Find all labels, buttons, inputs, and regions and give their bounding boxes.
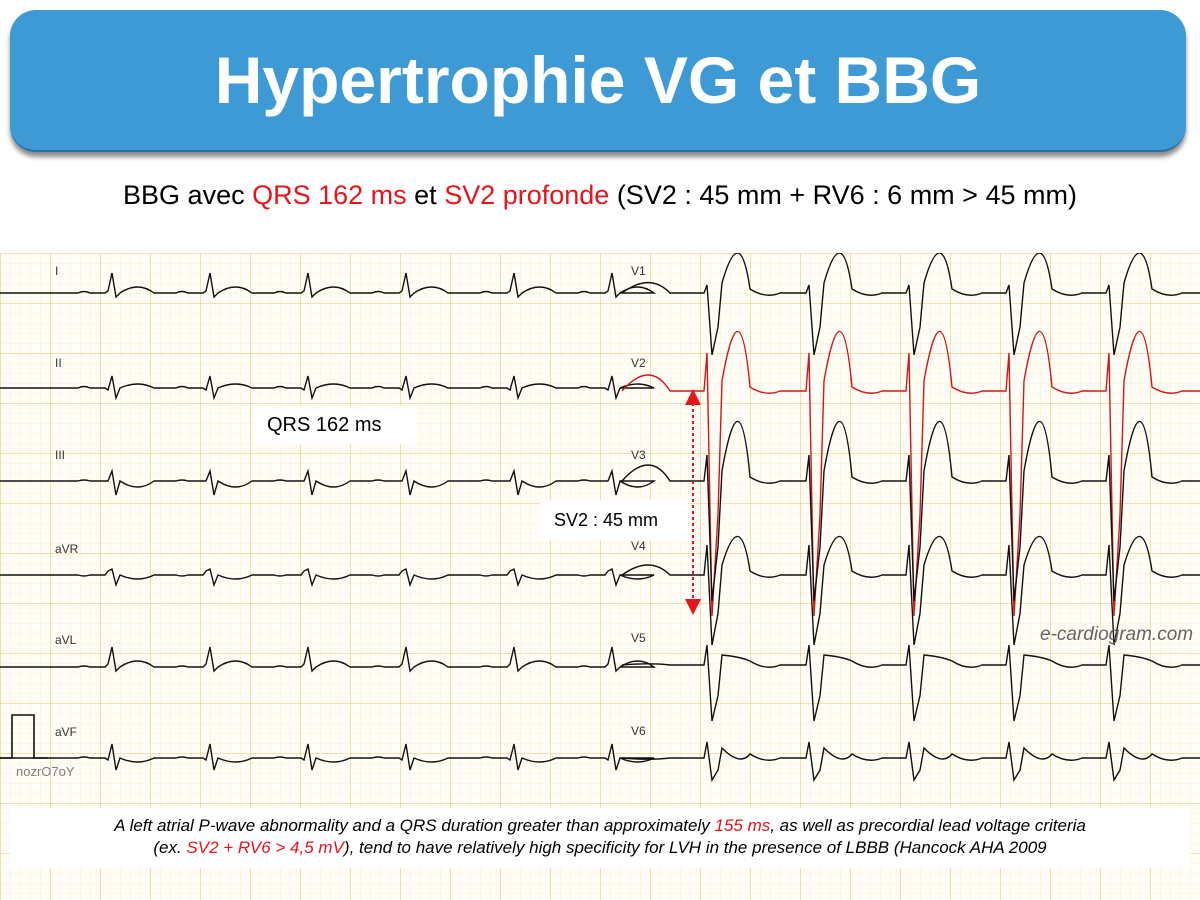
trace-avl — [0, 646, 657, 673]
footer-text-1: A left atrial P-wave abnormality and a Q… — [114, 816, 715, 835]
page-title: Hypertrophie VG et BBG — [214, 43, 982, 117]
trace-v5 — [621, 644, 1200, 722]
subtitle-qrs: QRS 162 ms — [252, 180, 407, 210]
trace-v2 — [621, 330, 1200, 617]
footer-value-qrs: 155 ms — [714, 816, 771, 835]
lead-label-v1: V1 — [631, 264, 646, 278]
image-code-label: nozrO7oY — [16, 764, 75, 779]
lead-label-v4: V4 — [631, 539, 646, 553]
trace-avf — [0, 743, 655, 771]
lead-label-v6: V6 — [631, 724, 646, 738]
lead-label-v3: V3 — [631, 448, 646, 462]
subtitle: BBG avec QRS 162 ms et SV2 profonde (SV2… — [0, 180, 1200, 211]
lead-label-avl: aVL — [55, 633, 77, 647]
trace-i — [0, 272, 657, 299]
lead-label-iii: III — [55, 448, 65, 462]
subtitle-part1: BBG avec — [123, 180, 253, 210]
footer-text-2: , as well as precordial lead voltage cri… — [770, 816, 1086, 835]
ecg-traces — [0, 253, 1200, 783]
trace-v4 — [621, 535, 1200, 646]
lead-label-ii: II — [55, 356, 62, 370]
footer-text-3: (ex. — [153, 838, 187, 857]
trace-v3 — [621, 420, 1200, 602]
lead-label-avr: aVR — [55, 542, 79, 556]
qrs-annotation: QRS 162 ms — [255, 406, 417, 444]
footer-text-4: ), tend to have relatively high specific… — [343, 838, 1047, 857]
lead-label-v2: V2 — [631, 356, 646, 370]
sv2-annotation: SV2 : 45 mm — [540, 500, 688, 540]
trace-v1 — [621, 253, 1200, 356]
footer-line-1: A left atrial P-wave abnormality and a Q… — [10, 815, 1190, 837]
ecg-tracing: I II III aVR aVL aVF V1 V2 V3 V4 V5 V6 — [0, 253, 1200, 900]
lead-label-i: I — [55, 264, 58, 278]
footer-value-voltage: SV2 + RV6 > 4,5 mV — [186, 838, 344, 857]
ecg-grid — [0, 253, 1200, 900]
footer-note: A left atrial P-wave abnormality and a Q… — [10, 808, 1190, 868]
lead-label-v5: V5 — [631, 631, 646, 645]
subtitle-part2: et — [406, 180, 445, 210]
lead-label-avf: aVF — [55, 725, 77, 739]
title-banner: Hypertrophie VG et BBG — [10, 10, 1186, 152]
watermark: e-cardiogram.com — [1040, 624, 1194, 645]
subtitle-sv2: SV2 profonde — [444, 180, 610, 210]
subtitle-part3: (SV2 : 45 mm + RV6 : 6 mm > 45 mm) — [609, 180, 1077, 210]
footer-line-2: (ex. SV2 + RV6 > 4,5 mV), tend to have r… — [10, 837, 1190, 859]
trace-ii — [0, 375, 655, 401]
trace-iii — [0, 468, 657, 496]
trace-v6 — [621, 741, 1200, 783]
trace-avr — [0, 567, 655, 588]
